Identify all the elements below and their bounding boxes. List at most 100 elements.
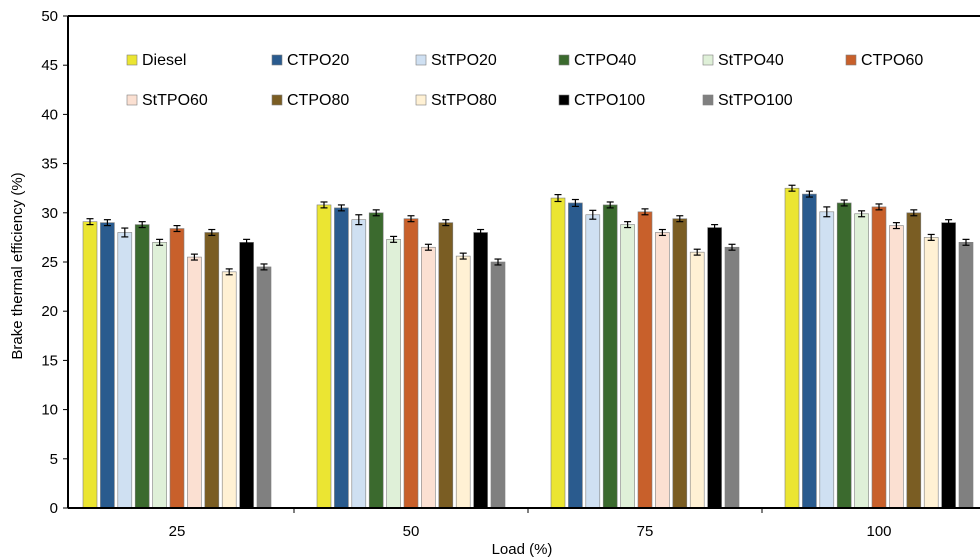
x-axis-ticks: 25 50 75 100 — [169, 508, 892, 540]
bar-diesel-50 — [316, 204, 332, 509]
legend-swatch — [126, 94, 138, 106]
bar-sttpo80-100 — [923, 237, 939, 509]
legend-item-sttpo100: StTPO100 — [702, 92, 793, 109]
legend-label: StTPO100 — [718, 92, 793, 109]
legend-item-ctpo40: CTPO40 — [558, 52, 636, 69]
y-tick-label: 25 — [41, 254, 58, 271]
bar-sttpo80-50 — [455, 255, 471, 509]
y-tick-label: 0 — [50, 500, 58, 517]
legend-item-sttpo40: StTPO40 — [702, 52, 784, 69]
legend-swatch — [702, 54, 714, 66]
x-axis-title: Load (%) — [492, 541, 553, 558]
legend-label: CTPO20 — [287, 52, 349, 69]
bar-ctpo40-25 — [134, 224, 150, 509]
bar-sttpo20-25 — [117, 232, 133, 509]
bar-ctpo40-100 — [836, 202, 852, 509]
bar-ctpo40-50 — [368, 212, 384, 509]
bar-ctpo80-75 — [672, 218, 688, 509]
bar-sttpo80-75 — [689, 251, 705, 509]
bar-ctpo100-50 — [473, 232, 488, 509]
legend-swatch — [558, 54, 570, 66]
y-tick-label: 30 — [41, 205, 58, 222]
error-bar — [407, 215, 415, 223]
error-bar — [355, 214, 363, 226]
x-tick-label: 25 — [169, 523, 186, 540]
bar-sttpo100-50 — [490, 261, 506, 509]
legend-swatch — [558, 94, 570, 106]
bar-ctpo60-50 — [403, 218, 419, 509]
x-tick-label: 50 — [403, 523, 420, 540]
error-bar — [927, 233, 935, 241]
error-bar — [121, 227, 129, 238]
legend-swatch — [271, 94, 283, 106]
error-bar — [658, 228, 666, 237]
error-bar — [728, 243, 736, 251]
error-bar — [858, 210, 866, 218]
y-tick-label: 20 — [41, 303, 58, 320]
legend-item-ctpo60: CTPO60 — [845, 52, 923, 69]
error-bar — [173, 224, 181, 233]
plot-frame — [67, 15, 980, 509]
bar-sttpo20-75 — [585, 214, 601, 509]
error-bar — [840, 199, 848, 207]
error-bar — [589, 209, 597, 220]
bar-sttpo20-100 — [819, 211, 835, 509]
error-bar — [260, 263, 268, 271]
y-tick-label: 45 — [41, 57, 58, 74]
legend-item-sttpo60: StTPO60 — [126, 92, 208, 109]
legend-label: CTPO40 — [574, 52, 636, 69]
bar-sttpo60-100 — [889, 225, 904, 509]
error-bar — [103, 219, 111, 227]
error-bar — [571, 198, 579, 208]
error-bar — [138, 221, 146, 229]
legend-label: StTPO40 — [718, 52, 784, 69]
error-bar — [494, 258, 502, 266]
legend-item-sttpo20: StTPO20 — [415, 52, 497, 69]
bar-sttpo40-100 — [854, 213, 869, 509]
y-tick-label: 35 — [41, 156, 58, 173]
bar-sttpo100-100 — [958, 242, 974, 509]
error-bar — [208, 228, 216, 237]
legend-swatch — [415, 54, 427, 66]
error-bar — [337, 204, 345, 212]
error-bar — [554, 193, 562, 203]
bar-sttpo40-50 — [386, 239, 401, 509]
bar-ctpo20-75 — [568, 202, 583, 509]
error-bar — [442, 219, 450, 227]
error-bar — [676, 215, 684, 223]
bar-ctpo60-25 — [169, 228, 185, 509]
bar-ctpo80-25 — [204, 232, 220, 509]
error-bar — [945, 219, 953, 227]
legend: Diesel CTPO20 StTPO20 CTPO40 StTPO40 CTPO60 St… — [126, 52, 923, 109]
bar-ctpo60-75 — [637, 211, 653, 509]
bar-ctpo40-75 — [602, 204, 618, 509]
bar-ctpo20-100 — [802, 193, 817, 509]
y-tick-label: 10 — [41, 402, 58, 419]
legend-label: StTPO20 — [431, 52, 497, 69]
bar-ctpo80-50 — [438, 222, 454, 509]
bar-ctpo100-100 — [941, 222, 956, 509]
legend-item-ctpo20: CTPO20 — [271, 52, 349, 69]
bar-ctpo20-25 — [100, 222, 115, 509]
error-bar — [243, 238, 251, 246]
error-bar — [320, 201, 328, 209]
error-bar — [624, 221, 632, 229]
legend-item-ctpo100: CTPO100 — [558, 92, 645, 109]
error-bar — [823, 206, 831, 218]
y-tick-label: 15 — [41, 352, 58, 369]
error-bar — [693, 248, 701, 256]
x-tick-label: 75 — [637, 523, 654, 540]
error-bar — [390, 235, 398, 243]
legend-swatch — [845, 54, 857, 66]
y-tick-label: 5 — [50, 451, 58, 468]
error-bar — [459, 252, 467, 260]
error-bar — [805, 190, 813, 198]
legend-item-diesel: Diesel — [126, 52, 186, 69]
error-bar — [156, 238, 164, 246]
error-bar — [641, 208, 649, 216]
bar-sttpo100-75 — [724, 246, 740, 509]
bar-diesel-75 — [550, 197, 566, 509]
bar-sttpo20-50 — [351, 219, 367, 509]
error-bar — [424, 243, 432, 251]
